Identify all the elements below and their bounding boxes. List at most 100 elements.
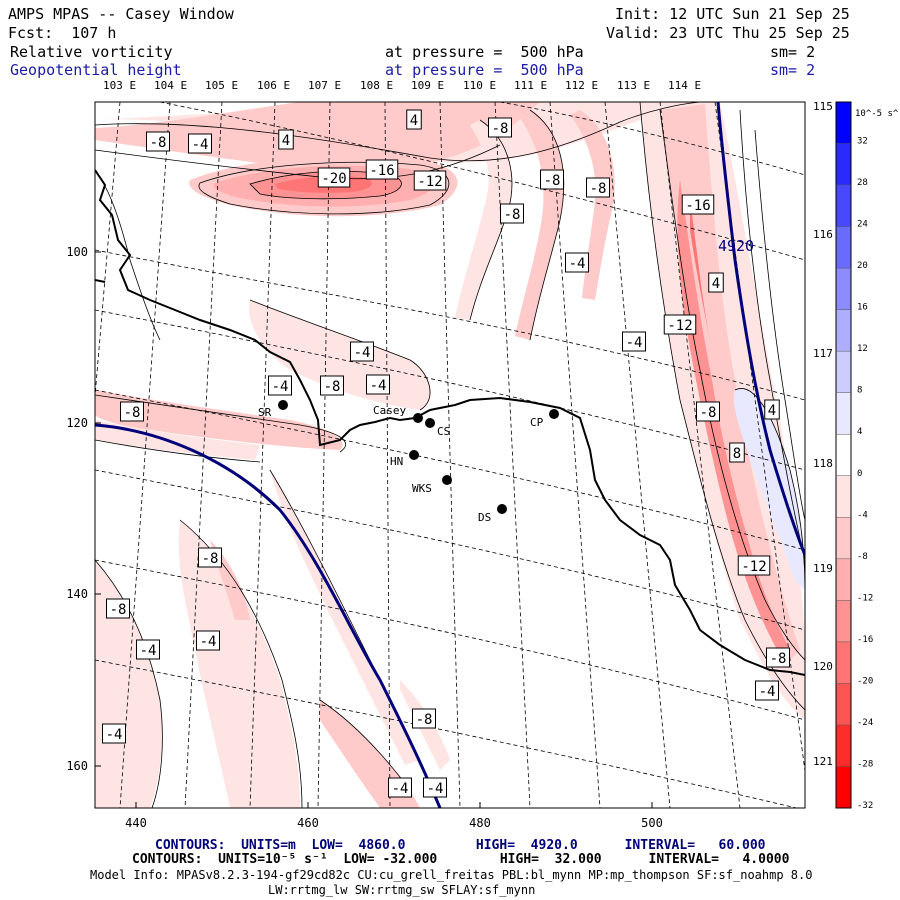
footer-model-info: Model Info: MPASv8.2.3-194-gf29cd82c CU:…	[90, 868, 813, 882]
contour-label-box	[268, 375, 292, 396]
contour-label: -8	[202, 551, 219, 567]
contour-label-box	[500, 203, 524, 224]
contour-label-box	[565, 252, 589, 273]
colorbar-tick-label: -32	[857, 801, 873, 811]
station-ds-dot	[497, 504, 507, 514]
top-longitude-labels: 103 E 104 E 105 E 106 E 107 E 108 E 109 E 110 E…	[103, 79, 701, 92]
contour-label-box	[540, 169, 564, 190]
top-lon-label: 114 E	[668, 79, 701, 92]
colorbar-unit: 10^-5 s^-1	[855, 109, 900, 119]
colorbar-swatch	[836, 143, 851, 186]
contour-label-box	[146, 131, 170, 152]
colorbar-swatch	[836, 600, 851, 643]
station-casey: Casey	[373, 404, 423, 423]
x-tick-label: 440	[125, 816, 147, 830]
y-axis-labels: 100 120 140 160	[66, 245, 88, 773]
contour-label-box	[423, 777, 447, 798]
contour-label: 4	[282, 133, 290, 149]
contour-label-box	[317, 167, 351, 188]
height-contour-4920	[716, 102, 805, 556]
model-title: AMPS MPAS -- Casey Window	[8, 5, 234, 23]
contour-label-box	[366, 374, 390, 395]
contour-label-box	[388, 777, 412, 798]
colorbar-tick-label: 4	[857, 427, 862, 437]
contour-label: -4	[427, 781, 444, 797]
colorbar: 10^-5 s^-1 32 28 24 20 16 12 8 4 0 -4 -8 -12 -16 -20 -…	[835, 101, 900, 811]
stations: SR Casey CS HN WKS CP DS	[258, 400, 559, 524]
contour-label: -8	[124, 405, 141, 421]
colorbar-tick-label: -16	[857, 635, 873, 645]
contour-label: -4	[569, 256, 586, 272]
top-lon-label: 113 E	[617, 79, 650, 92]
colorbar-tick-label: 0	[857, 469, 862, 479]
field2-name: Geopotential height	[10, 61, 182, 79]
contour-label: -4	[272, 379, 289, 395]
contour-label: -4	[200, 634, 217, 650]
station-sr-dot	[278, 400, 288, 410]
station-cp: CP	[530, 409, 559, 429]
colorbar-tick-label: 24	[857, 220, 868, 230]
contour-label: -4	[354, 345, 371, 361]
top-lon-label: 106 E	[257, 79, 290, 92]
field1-level: at pressure = 500 hPa	[385, 43, 584, 61]
station-wks-label: WKS	[412, 482, 432, 495]
station-hn-label: HN	[390, 455, 403, 468]
contour-label: -4	[192, 137, 209, 153]
top-lon-label: 105 E	[205, 79, 238, 92]
map-plot-area: SR Casey CS HN WKS CP DS -8 -4 4 4 -8 -20 -16 -…	[95, 102, 805, 808]
contour-label: -20	[321, 171, 346, 187]
contour-label: 4	[712, 276, 720, 292]
contour-label: -8	[700, 405, 717, 421]
contour-label-box	[729, 442, 745, 463]
contour-label: -8	[416, 712, 433, 728]
top-lon-label: 112 E	[565, 79, 598, 92]
colorbar-tick-label: 8	[857, 386, 862, 396]
field2-smoothing: sm= 2	[770, 61, 816, 79]
contour-label-box	[136, 639, 160, 660]
field2-level: at pressure = 500 hPa	[385, 61, 584, 79]
shade-sw-2	[178, 520, 300, 808]
station-cp-dot	[549, 409, 559, 419]
colorbar-tick-label: -24	[857, 718, 873, 728]
footer-model-info-2: LW:rrtmg_lw SW:rrtmg_sw SFLAY:sf_mynn	[268, 883, 536, 897]
valid-time: Valid: 23 UTC Thu 25 Sep 25	[606, 24, 850, 42]
shade-left-band	[95, 390, 343, 450]
contour-label-box	[708, 272, 724, 293]
contour-label-box	[198, 547, 222, 568]
station-sr-label: SR	[258, 406, 272, 419]
contour-label-box	[320, 375, 344, 396]
colorbar-tick-label: -12	[857, 593, 873, 603]
x-tick-label: 500	[641, 816, 663, 830]
contour-label-box	[586, 177, 610, 198]
contour-label: 4	[768, 403, 776, 419]
station-casey-dot	[413, 413, 423, 423]
contour-label-box	[681, 194, 715, 215]
station-ds: DS	[478, 504, 507, 524]
contour-label-box	[106, 598, 130, 619]
colorbar-swatch	[836, 766, 851, 809]
contour-label: -16	[369, 163, 394, 179]
plot-frame	[94, 101, 806, 809]
station-sr: SR	[258, 400, 288, 419]
contour-label: -12	[667, 318, 692, 334]
colorbar-swatch	[836, 185, 851, 228]
vorticity-contours	[95, 102, 805, 808]
top-lon-label: 111 E	[514, 79, 547, 92]
colorbar-swatch	[836, 558, 851, 601]
contour-label-box	[622, 331, 646, 352]
contour-label: -4	[140, 643, 157, 659]
contour-label: -4	[626, 335, 643, 351]
top-lon-label: 108 E	[360, 79, 393, 92]
contour-label: 8	[733, 446, 741, 462]
colorbar-swatch	[836, 309, 851, 352]
init-time: Init: 12 UTC Sun 21 Sep 25	[615, 5, 850, 23]
colorbar-swatch	[836, 268, 851, 311]
station-ds-label: DS	[478, 511, 491, 524]
station-casey-label: Casey	[373, 404, 406, 417]
contour-label: -4	[392, 781, 409, 797]
colorbar-swatch	[836, 683, 851, 726]
forecast-hour: Fcst: 107 h	[8, 24, 117, 42]
contour-label: -8	[110, 602, 127, 618]
shade-streak-1	[455, 120, 512, 320]
